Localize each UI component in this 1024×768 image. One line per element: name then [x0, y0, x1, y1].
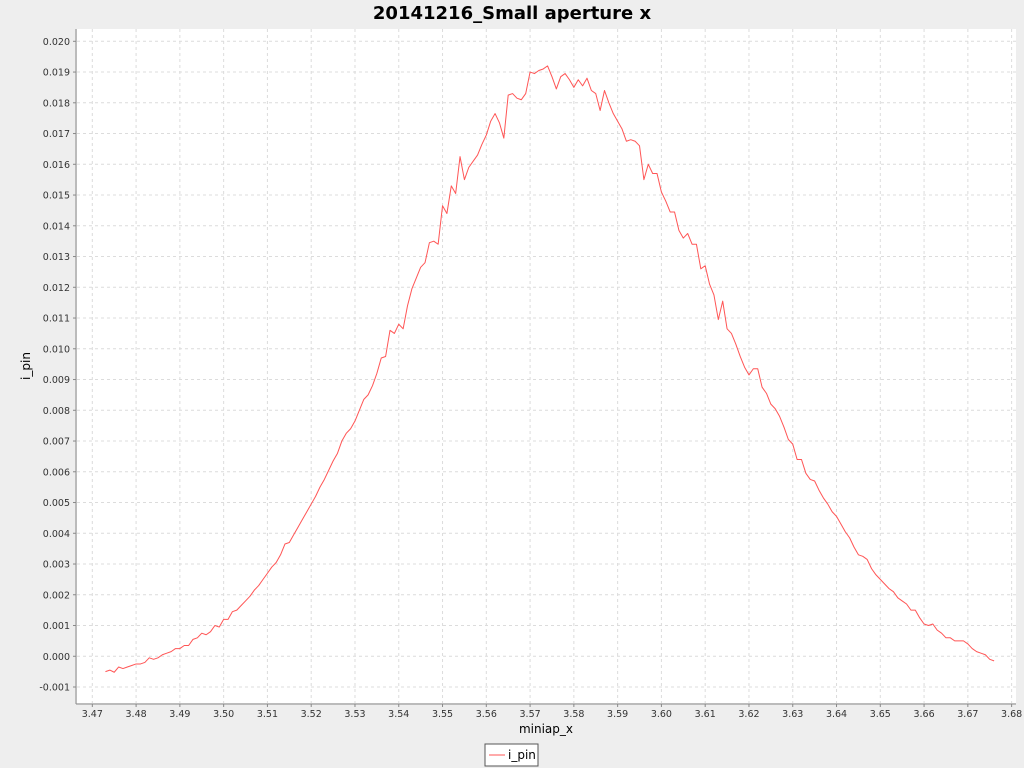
y-tick-label: 0.018 [43, 98, 70, 109]
x-axis-label: miniap_x [519, 722, 573, 736]
y-tick-label: 0.013 [43, 252, 70, 263]
y-tick-label: 0.019 [43, 68, 70, 79]
x-tick-label: 3.63 [782, 709, 803, 720]
x-tick-label: 3.67 [957, 709, 978, 720]
x-tick-label: 3.59 [607, 709, 628, 720]
x-tick-label: 3.48 [126, 709, 147, 720]
y-tick-label: 0.000 [43, 652, 70, 663]
x-tick-label: 3.54 [388, 709, 409, 720]
y-tick-label: 0.015 [43, 191, 70, 202]
x-tick-label: 3.58 [563, 709, 584, 720]
x-tick-label: 3.50 [213, 709, 234, 720]
y-tick-label: -0.001 [39, 683, 70, 694]
legend-label-i-pin: i_pin [508, 748, 536, 762]
x-tick-label: 3.60 [651, 709, 672, 720]
y-tick-label: 0.016 [43, 160, 70, 171]
series-layer [105, 65, 995, 673]
x-tick-label: 3.53 [344, 709, 365, 720]
y-tick-label: 0.011 [43, 314, 70, 325]
plot-area [77, 29, 1016, 703]
y-tick-label: 0.004 [43, 529, 70, 540]
y-axis-ticks: -0.001 0.000 0.001 0.002 0.003 0.004 0.005 0.00… [39, 37, 76, 694]
x-tick-label: 3.47 [82, 709, 103, 720]
legend-box [484, 743, 539, 767]
y-tick-label: 0.003 [43, 560, 70, 571]
y-tick-label: 0.009 [43, 375, 70, 386]
x-axis-ticks: 3.47 3.48 3.49 3.50 3.51 3.52 3.53 3.54 3.55 3.56… [82, 704, 1022, 720]
grid-lines [77, 29, 1016, 703]
y-tick-label: 0.017 [43, 129, 70, 140]
x-tick-label: 3.65 [870, 709, 891, 720]
x-tick-label: 3.52 [301, 709, 322, 720]
x-tick-label: 3.61 [695, 709, 716, 720]
x-tick-label: 3.56 [476, 709, 497, 720]
axes [75, 29, 1016, 705]
y-tick-label: 0.010 [43, 344, 70, 355]
series-line-i-pin [105, 65, 995, 673]
x-tick-label: 3.57 [520, 709, 541, 720]
y-tick-label: 0.014 [43, 221, 70, 232]
x-tick-label: 3.68 [1001, 709, 1022, 720]
y-tick-label: 0.001 [43, 621, 70, 632]
x-tick-label: 3.49 [169, 709, 190, 720]
y-tick-label: 0.007 [43, 437, 70, 448]
y-tick-label: 0.008 [43, 406, 70, 417]
y-axis-label: i_pin [19, 352, 33, 380]
y-tick-label: 0.002 [43, 590, 70, 601]
x-tick-label: 3.66 [913, 709, 934, 720]
y-tick-label: 0.012 [43, 283, 70, 294]
x-tick-label: 3.51 [257, 709, 278, 720]
y-tick-label: 0.020 [43, 37, 70, 48]
x-tick-label: 3.62 [738, 709, 759, 720]
x-tick-label: 3.64 [826, 709, 847, 720]
chart-title: 20141216_Small aperture x [373, 3, 652, 24]
x-tick-label: 3.55 [432, 709, 453, 720]
y-tick-label: 0.005 [43, 498, 70, 509]
y-tick-label: 0.006 [43, 467, 70, 478]
legend: i_pin [484, 743, 539, 767]
